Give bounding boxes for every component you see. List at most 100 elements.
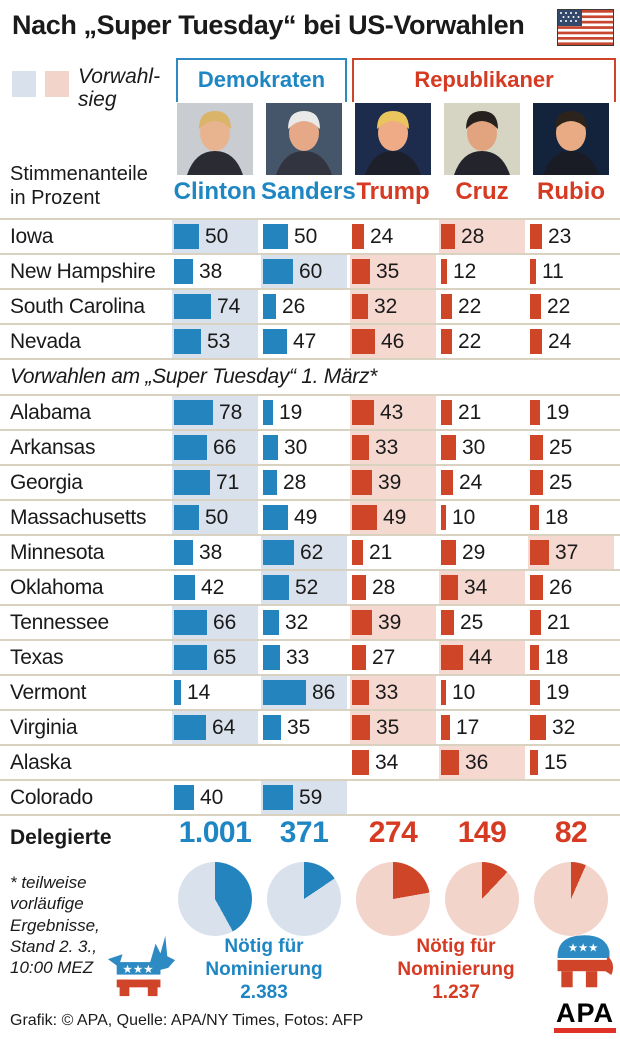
result-bar [263,329,287,354]
state-label: Alaska [10,751,72,774]
result-bar [530,575,543,600]
vote-share-note: Stimmenanteile in Prozent [10,163,148,209]
state-label: Texas [10,646,64,669]
result-value: 50 [205,224,229,248]
photo-cell-clinton [172,103,258,176]
result-value: 18 [545,505,569,529]
result-bar [530,294,541,319]
result-cell-cruz: 10 [439,501,525,534]
table-row-colorado: Colorado 40 59 [0,779,620,816]
result-bar [352,470,372,495]
result-bar [174,435,207,460]
result-cell-clinton: 14 [172,676,258,709]
result-bar [174,575,195,600]
result-cell-cruz: 29 [439,536,525,569]
result-value: 35 [376,259,400,283]
result-cell-cruz: 44 [439,641,525,674]
result-value: 22 [458,294,482,318]
result-bar [530,505,539,530]
result-value: 40 [200,785,224,809]
result-value: 35 [287,715,311,739]
candidate-photo-rubio [533,103,609,175]
legend-label: Vorwahl- sieg [78,65,161,112]
candidate-photo-trump [355,103,431,175]
result-cell-rubio: 22 [528,290,614,323]
result-value: 65 [213,645,237,669]
result-value: 62 [300,540,324,564]
result-bar [263,259,293,284]
photo-cell-cruz [439,103,525,176]
state-label: Iowa [10,225,54,248]
delegate-pie-cell-sanders [261,860,347,938]
footnote: * teilweise vorläufige Ergebnisse, Stand… [10,873,100,977]
result-bar [530,259,536,284]
legend-rep-win-swatch [45,71,69,97]
candidate-names-row: Clinton Sanders Trump Cruz Rubio [0,178,620,206]
result-bar [174,470,210,495]
delegates-section: Delegierte 1.001 371 274 149 82 * teilweise … [0,814,620,1003]
result-cell-rubio: 25 [528,466,614,499]
state-label: Nevada [10,330,81,353]
result-value: 71 [216,470,240,494]
result-value: 52 [295,575,319,599]
result-cell-cruz: 10 [439,676,525,709]
result-cell-trump: 39 [350,606,436,639]
result-cell-cruz: 22 [439,290,525,323]
delegate-pies-row [0,860,620,938]
result-cell-trump: 46 [350,325,436,358]
state-label: Colorado [10,786,93,809]
result-cell-rubio: 37 [528,536,614,569]
state-label: New Hampshire [10,260,156,283]
delegate-count-clinton: 1.001 [178,816,252,849]
result-bar [441,259,447,284]
result-value: 21 [547,610,571,634]
result-bar [352,435,369,460]
result-cell-clinton: 53 [172,325,258,358]
result-cell-cruz: 36 [439,746,525,779]
result-bar [174,400,213,425]
result-cell-sanders: 62 [261,536,347,569]
result-value: 38 [199,259,223,283]
result-cell-trump: 33 [350,431,436,464]
result-value: 26 [282,294,306,318]
result-cell-cruz: 17 [439,711,525,744]
democratic-donkey-logo: ★★★ [107,935,176,997]
result-value: 34 [464,575,488,599]
result-value: 50 [205,505,229,529]
name-cell-rubio: Rubio [528,178,614,206]
result-cell-clinton: 71 [172,466,258,499]
result-bar [441,470,453,495]
result-cell-sanders: 52 [261,571,347,604]
result-bar [441,645,463,670]
result-value: 33 [375,435,399,459]
result-value: 30 [284,435,308,459]
result-cell-sanders: 86 [261,676,347,709]
result-value: 86 [312,680,336,704]
state-label: Tennessee [10,611,109,634]
apa-logo-text: APA [555,998,614,1028]
candidate-photo-sanders [266,103,342,175]
result-cell-sanders: 50 [261,220,347,253]
result-cell-clinton: 65 [172,641,258,674]
result-value: 37 [555,540,579,564]
result-cell-clinton: 38 [172,255,258,288]
result-bar [263,400,273,425]
result-bar [174,259,193,284]
result-bar [263,785,293,810]
result-bar [174,294,211,319]
result-value: 43 [380,400,404,424]
delegate-count-sanders: 371 [279,816,329,849]
result-bar [352,575,366,600]
result-value: 33 [375,680,399,704]
result-bar [352,505,377,530]
result-bar [441,715,450,740]
result-value: 15 [544,750,568,774]
result-cell-cruz: 22 [439,325,525,358]
result-bar [441,505,446,530]
results-table: Iowa 50 50 24 28 23 New Hampshire 38 60 35 12 11 Sou… [0,218,620,816]
delegate-count-cell-clinton: 1.001 [172,816,258,856]
result-cell-rubio: 21 [528,606,614,639]
result-cell-sanders: 28 [261,466,347,499]
table-row-iowa: Iowa 50 50 24 28 23 [0,218,620,253]
delegate-pie-rubio [534,862,608,936]
